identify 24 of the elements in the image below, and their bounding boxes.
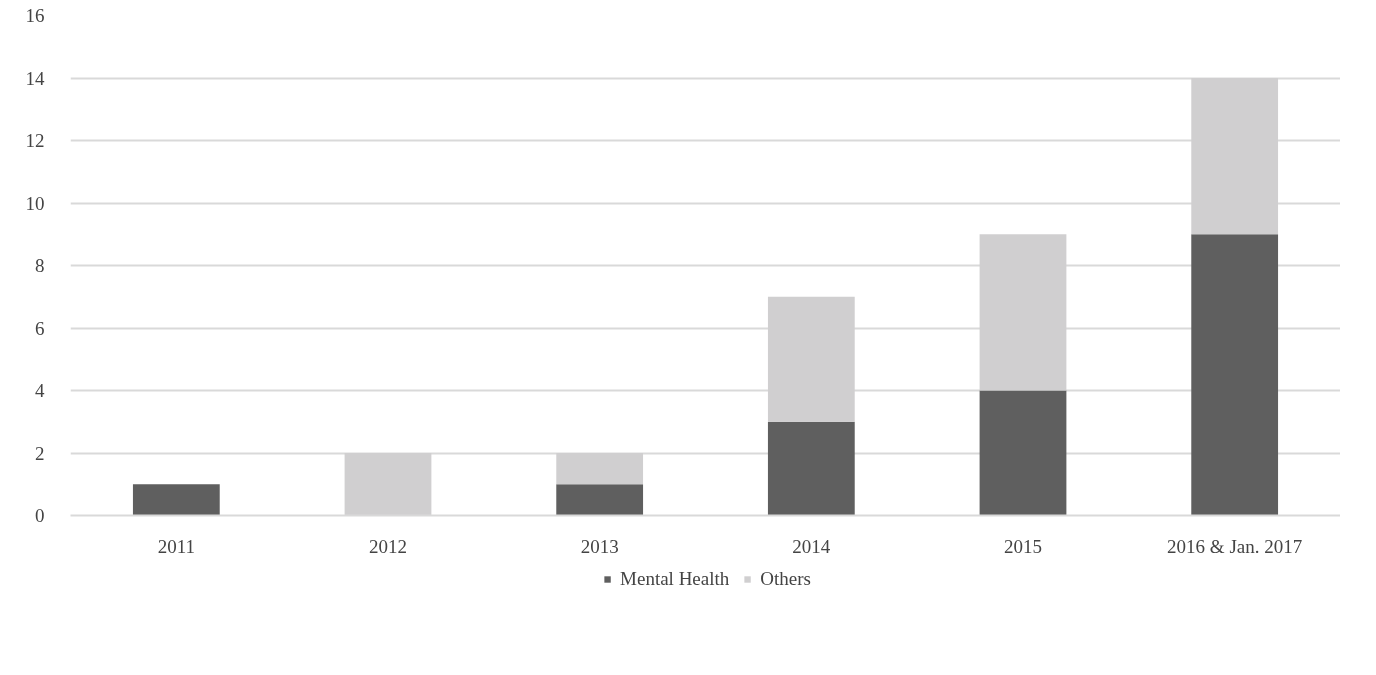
x-tick-label: 2016 & Jan. 2017: [1167, 535, 1303, 557]
y-tick-label: 14: [25, 67, 45, 89]
bar: [767, 296, 855, 422]
x-tick-label: 2015: [1004, 535, 1042, 557]
bar: [1191, 234, 1279, 516]
x-tick-label: 2011: [157, 535, 195, 557]
y-tick-label: 12: [25, 130, 45, 151]
y-tick-label: 6: [35, 317, 45, 339]
y-tick-label: 0: [35, 505, 45, 526]
y-tick-label: 16: [25, 5, 45, 26]
y-tick-label: 10: [25, 192, 45, 214]
bar: [132, 484, 220, 516]
bar: [979, 390, 1067, 516]
legend-label: Mental Health: [620, 568, 730, 590]
bar: [767, 421, 855, 516]
legend-label: Others: [760, 568, 811, 590]
bar: [556, 484, 644, 516]
x-tick-label: 2012: [369, 535, 407, 557]
y-tick-label: 4: [35, 380, 45, 401]
y-tick-label: 2: [35, 442, 45, 464]
x-tick-label: 2014: [792, 535, 831, 557]
bar: [979, 234, 1067, 391]
y-tick-label: 8: [35, 255, 45, 276]
x-tick-label: 2013: [580, 535, 619, 557]
